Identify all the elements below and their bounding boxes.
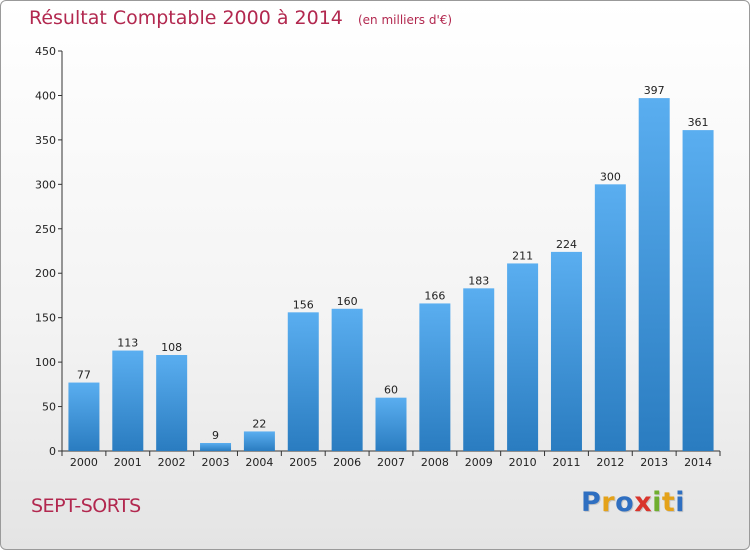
chart-header: Résultat Comptable 2000 à 2014 (en milli… [29, 7, 452, 29]
bar-value-label: 156 [293, 298, 314, 311]
logo-letter: P [581, 487, 602, 518]
logo-letter: r [601, 487, 616, 518]
bar [200, 443, 232, 451]
bar-value-label: 113 [117, 337, 138, 350]
chart-title: Résultat Comptable 2000 à 2014 [29, 7, 343, 29]
bar-value-label: 361 [688, 116, 709, 129]
bar-value-label: 397 [644, 84, 665, 97]
bar-value-label: 22 [252, 417, 266, 430]
y-tick-label: 150 [35, 312, 56, 325]
logo-letter: t [661, 487, 676, 518]
bar [507, 263, 539, 451]
y-tick-label: 450 [35, 45, 56, 58]
chart-unit: (en milliers d'€) [357, 13, 453, 27]
bar-value-label: 60 [384, 384, 398, 397]
y-tick-label: 250 [35, 223, 56, 236]
x-tick-label: 2007 [377, 456, 405, 469]
proxiti-logo: Proxiti [581, 487, 685, 518]
x-tick-label: 2004 [245, 456, 273, 469]
commune-name: SEPT-SORTS [31, 495, 141, 517]
x-tick-label: 2003 [202, 456, 230, 469]
x-tick-label: 2013 [640, 456, 668, 469]
y-tick-label: 0 [49, 445, 56, 458]
bar-value-label: 160 [337, 295, 358, 308]
y-axis: 0 50 100 150 200 250 300 350 400 450 [35, 45, 63, 458]
bar [550, 251, 582, 451]
x-tick-label: 2011 [552, 456, 580, 469]
bar-series [68, 98, 714, 452]
bar [594, 184, 626, 452]
x-tick-label: 2002 [158, 456, 186, 469]
bar-value-label: 166 [424, 289, 445, 302]
bar-value-label: 224 [556, 238, 577, 251]
y-tick-label: 100 [35, 356, 56, 369]
x-tick-label: 2006 [333, 456, 361, 469]
logo-letter: i [652, 487, 662, 518]
bar [156, 355, 188, 451]
y-tick-label: 50 [42, 401, 56, 414]
bar-value-label: 108 [161, 341, 182, 354]
bar [287, 312, 319, 451]
data-labels: 77 113 108 9 22 156 160 60 166 183 211 224 300 397 361 [77, 84, 709, 442]
bar [638, 98, 670, 451]
x-axis: 2000 2001 2002 2003 2004 2005 2006 2007 2008 2009… [58, 450, 721, 469]
y-tick-label: 400 [35, 89, 56, 102]
bar [331, 308, 363, 451]
bar-value-label: 77 [77, 369, 91, 382]
x-tick-label: 2001 [114, 456, 142, 469]
logo-letter: o [615, 487, 635, 518]
x-tick-label: 2000 [70, 456, 98, 469]
logo-letter: i [675, 487, 686, 518]
bar [68, 382, 100, 451]
bar [243, 431, 275, 451]
y-tick-label: 350 [35, 134, 56, 147]
x-tick-label: 2009 [465, 456, 493, 469]
y-tick-label: 200 [35, 267, 56, 280]
x-tick-label: 2010 [509, 456, 537, 469]
logo-letter: x [634, 487, 653, 518]
bar [112, 350, 144, 451]
bar-value-label: 300 [600, 170, 621, 183]
bar [682, 130, 714, 451]
x-tick-label: 2008 [421, 456, 449, 469]
bar-value-label: 183 [468, 274, 489, 287]
x-tick-label: 2005 [289, 456, 317, 469]
bar-value-label: 211 [512, 249, 533, 262]
bar-value-label: 9 [212, 429, 219, 442]
bar [375, 397, 407, 451]
x-tick-label: 2014 [684, 456, 712, 469]
x-tick-label: 2012 [596, 456, 624, 469]
y-tick-label: 300 [35, 178, 56, 191]
bar [419, 303, 451, 451]
bar [463, 288, 495, 451]
bar-chart: 0 50 100 150 200 250 300 350 400 450 2000 2001 2002… [35, 45, 721, 469]
